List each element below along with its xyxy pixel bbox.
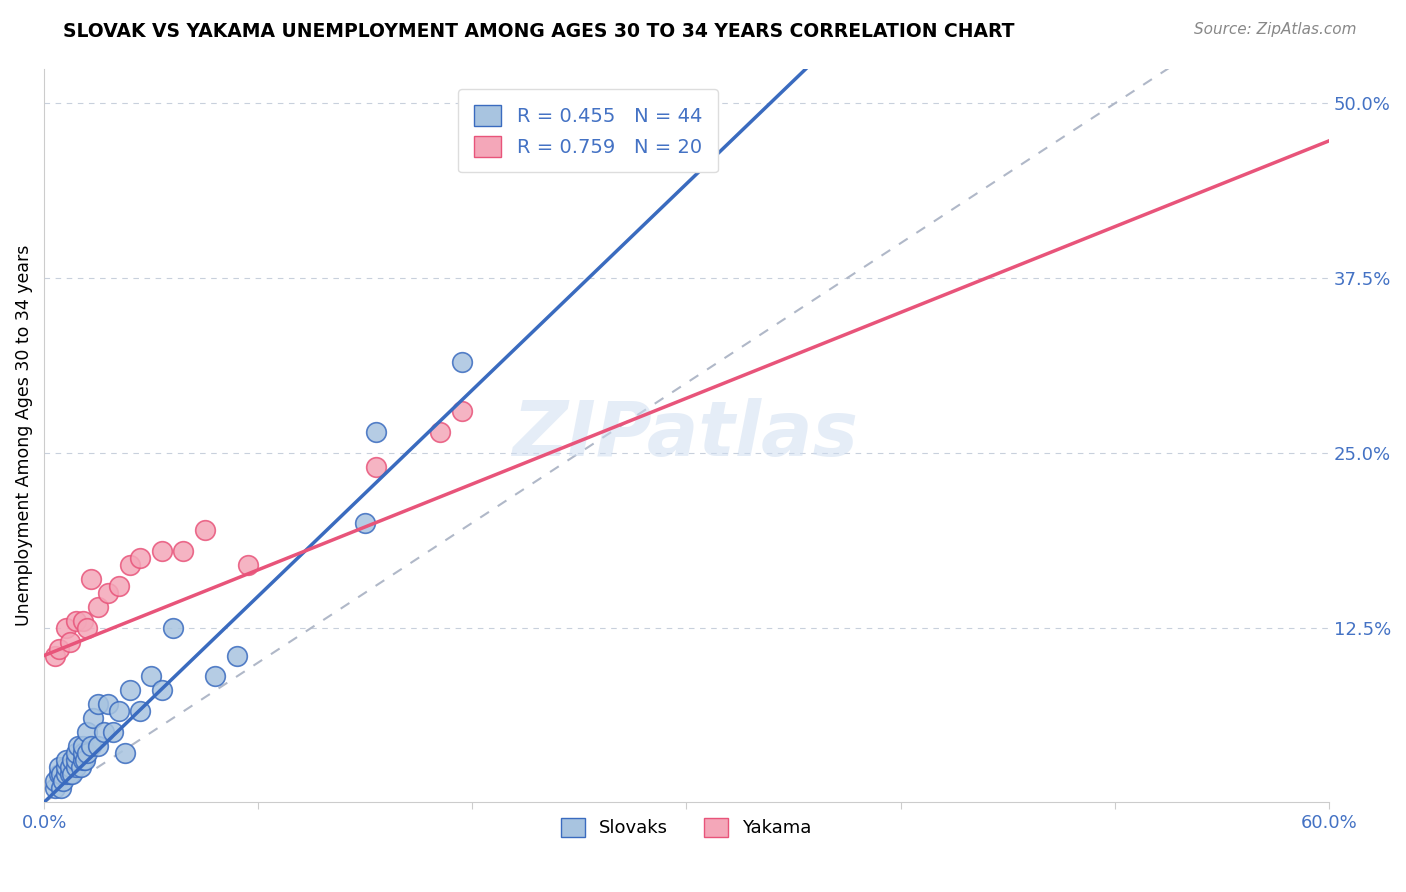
Y-axis label: Unemployment Among Ages 30 to 34 years: Unemployment Among Ages 30 to 34 years xyxy=(15,244,32,626)
Point xyxy=(60,767,83,781)
Point xyxy=(86,698,108,712)
Point xyxy=(194,523,217,537)
Point xyxy=(150,683,173,698)
Point xyxy=(118,683,141,698)
Text: SLOVAK VS YAKAMA UNEMPLOYMENT AMONG AGES 30 TO 34 YEARS CORRELATION CHART: SLOVAK VS YAKAMA UNEMPLOYMENT AMONG AGES… xyxy=(63,22,1015,41)
Point xyxy=(65,753,87,767)
Point xyxy=(354,516,377,530)
Point xyxy=(60,753,83,767)
Point xyxy=(97,585,120,599)
Point xyxy=(52,774,75,789)
Point xyxy=(55,753,77,767)
Point xyxy=(204,669,226,683)
Point xyxy=(55,621,77,635)
Point xyxy=(172,543,194,558)
Point xyxy=(162,621,184,635)
Point xyxy=(114,747,136,761)
Point xyxy=(65,614,87,628)
Point xyxy=(129,550,152,565)
Point xyxy=(141,669,163,683)
Point xyxy=(450,404,472,418)
Point xyxy=(108,579,131,593)
Point xyxy=(48,760,70,774)
Point xyxy=(72,747,94,761)
Point xyxy=(86,739,108,754)
Point xyxy=(48,767,70,781)
Point xyxy=(450,355,472,369)
Point xyxy=(101,725,124,739)
Point xyxy=(73,753,96,767)
Point xyxy=(93,725,115,739)
Point xyxy=(80,572,103,586)
Point xyxy=(80,739,103,754)
Point xyxy=(364,459,387,474)
Point xyxy=(150,543,173,558)
Point xyxy=(67,739,90,754)
Point xyxy=(429,425,451,439)
Point xyxy=(44,648,66,663)
Point xyxy=(364,425,387,439)
Point xyxy=(225,648,247,663)
Point xyxy=(108,705,131,719)
Point xyxy=(76,747,98,761)
Point xyxy=(129,705,152,719)
Point xyxy=(118,558,141,572)
Text: ZIPatlas: ZIPatlas xyxy=(513,399,859,473)
Point xyxy=(76,725,98,739)
Text: Source: ZipAtlas.com: Source: ZipAtlas.com xyxy=(1194,22,1357,37)
Point xyxy=(72,753,94,767)
Point xyxy=(44,781,66,796)
Point xyxy=(51,767,73,781)
Legend: Slovaks, Yakama: Slovaks, Yakama xyxy=(554,811,818,845)
Point xyxy=(48,641,70,656)
Point xyxy=(97,698,120,712)
Point xyxy=(65,747,87,761)
Point xyxy=(59,760,82,774)
Point xyxy=(72,739,94,754)
Point xyxy=(51,781,73,796)
Point xyxy=(55,767,77,781)
Point xyxy=(76,621,98,635)
Point xyxy=(72,614,94,628)
Point xyxy=(55,760,77,774)
Point xyxy=(59,767,82,781)
Point xyxy=(82,711,104,725)
Point xyxy=(65,760,87,774)
Point xyxy=(44,774,66,789)
Point xyxy=(236,558,259,572)
Point xyxy=(59,634,82,648)
Point xyxy=(86,599,108,614)
Point xyxy=(69,760,91,774)
